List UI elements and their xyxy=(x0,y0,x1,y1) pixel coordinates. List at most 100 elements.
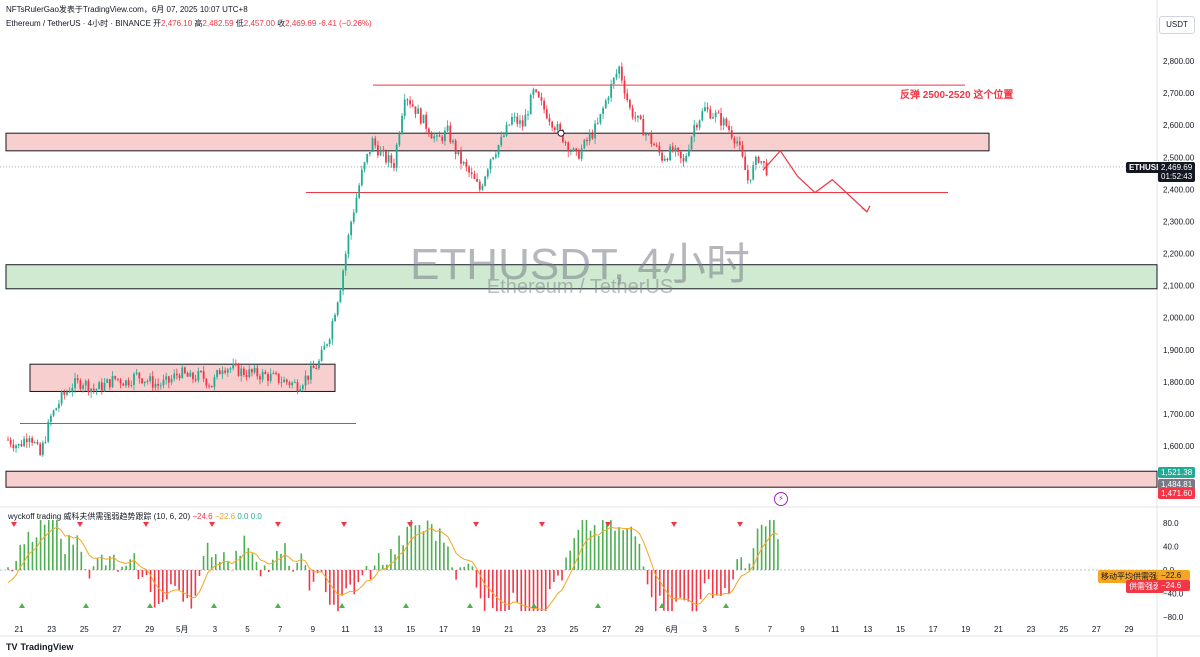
candle-body xyxy=(441,136,444,142)
candle-body xyxy=(492,157,495,160)
candle-body xyxy=(473,174,476,179)
candle-body xyxy=(578,151,580,159)
candle-body xyxy=(358,185,361,198)
candle-body xyxy=(736,141,739,144)
candle-body xyxy=(90,388,92,393)
candle-body xyxy=(385,151,387,163)
candle-body xyxy=(653,143,655,146)
candle-body xyxy=(631,107,634,118)
candle-body xyxy=(218,370,221,375)
candle-body xyxy=(532,89,535,95)
candle-body xyxy=(106,379,109,383)
candle-body xyxy=(103,382,106,391)
candle-body xyxy=(143,381,146,384)
lightning-icon[interactable]: ⚡ xyxy=(774,492,788,506)
buy-signal-icon xyxy=(467,603,473,608)
time-axis-label: 6月 xyxy=(666,625,678,634)
candle-body xyxy=(427,128,430,135)
candle-body xyxy=(696,124,698,128)
candle-body xyxy=(146,381,149,383)
sell-signal-icon xyxy=(143,522,149,527)
currency-button[interactable]: USDT xyxy=(1159,16,1195,34)
candle-body xyxy=(154,383,157,388)
candle-body xyxy=(468,166,470,173)
indicator-value-1: −24.6 xyxy=(192,512,213,521)
candle-body xyxy=(162,379,165,386)
time-axis-label: 29 xyxy=(635,625,644,634)
candle-body xyxy=(505,124,508,136)
time-axis-label: 3 xyxy=(213,625,218,634)
candle-body xyxy=(503,135,505,137)
candle-body xyxy=(186,373,189,377)
candle-body xyxy=(175,373,178,376)
candle-body xyxy=(537,91,540,98)
publisher-line: NFTsRulerGao发表于TradingView.com，6月 07, 20… xyxy=(6,5,248,14)
candle-body xyxy=(733,137,736,144)
chart-annotation-text[interactable]: 反弹 2500-2520 这个位置 xyxy=(900,90,1014,101)
candle-body xyxy=(248,369,251,377)
candle-body xyxy=(650,133,653,144)
time-axis-label: 21 xyxy=(994,625,1003,634)
candle-body xyxy=(484,176,487,186)
candle-body xyxy=(229,368,232,370)
indicator-axis-label: 80.0 xyxy=(1163,519,1179,528)
open-value: 2,476.10 xyxy=(161,19,193,28)
candle-body xyxy=(224,370,227,373)
candle-body xyxy=(612,77,615,84)
candle-body xyxy=(245,375,248,377)
candle-body xyxy=(74,378,76,388)
candle-body xyxy=(213,377,216,388)
candle-body xyxy=(363,162,366,170)
candle-body xyxy=(752,165,755,180)
time-axis-label: 15 xyxy=(406,625,415,634)
tradingview-footer[interactable]: TV TradingView xyxy=(6,642,73,652)
indicator-axis-label: 40.0 xyxy=(1163,543,1179,552)
open-label: 开 xyxy=(153,19,162,28)
low-label: 低 xyxy=(235,19,244,28)
candle-body xyxy=(663,158,666,161)
buy-signal-icon xyxy=(659,603,665,608)
candle-body xyxy=(765,162,768,176)
candle-body xyxy=(620,66,623,81)
price-axis-label: 2,800.00 xyxy=(1163,57,1195,66)
candle-body xyxy=(234,364,237,366)
candle-body xyxy=(157,383,160,386)
candle-body xyxy=(403,99,406,116)
candle-body xyxy=(9,439,12,445)
candle-body xyxy=(232,364,235,369)
candle-body xyxy=(307,375,310,380)
indicator-legend[interactable]: wyckoff trading 威科夫供需强弱趋势跟踪 (10, 6, 20) … xyxy=(8,511,262,522)
sell-signal-icon xyxy=(473,522,479,527)
sell-signal-icon xyxy=(11,522,17,527)
time-axis-label: 23 xyxy=(537,625,546,634)
candle-body xyxy=(200,370,202,372)
candle-body xyxy=(272,373,275,375)
candle-body xyxy=(398,133,401,145)
candle-body xyxy=(701,111,704,121)
indicator-axis-label: −80.0 xyxy=(1163,613,1184,622)
candle-body xyxy=(374,138,377,146)
candle-body xyxy=(95,389,98,391)
time-axis-label: 17 xyxy=(929,625,938,634)
symbol-price-tag: ETHUSDT xyxy=(1126,162,1170,173)
sell-signal-icon xyxy=(539,522,545,527)
level-tag-green: 1,521.38 xyxy=(1158,467,1195,478)
candle-body xyxy=(25,438,28,443)
candle-body xyxy=(580,148,583,159)
candle-body xyxy=(167,376,170,383)
sell-signal-icon xyxy=(671,522,677,527)
candle-body xyxy=(406,99,409,101)
time-axis-label: 19 xyxy=(961,625,970,634)
candle-body xyxy=(706,107,709,110)
candle-body xyxy=(722,118,725,126)
price-axis-label: 2,200.00 xyxy=(1163,250,1195,259)
candle-body xyxy=(202,371,205,379)
candle-body xyxy=(68,391,71,393)
candle-body xyxy=(251,369,253,373)
indicator-value-2: −22.6 xyxy=(214,512,236,521)
candle-body xyxy=(457,151,460,155)
time-axis-label: 11 xyxy=(341,625,350,634)
price-axis-label: 1,900.00 xyxy=(1163,346,1195,355)
candle-body xyxy=(253,367,256,373)
